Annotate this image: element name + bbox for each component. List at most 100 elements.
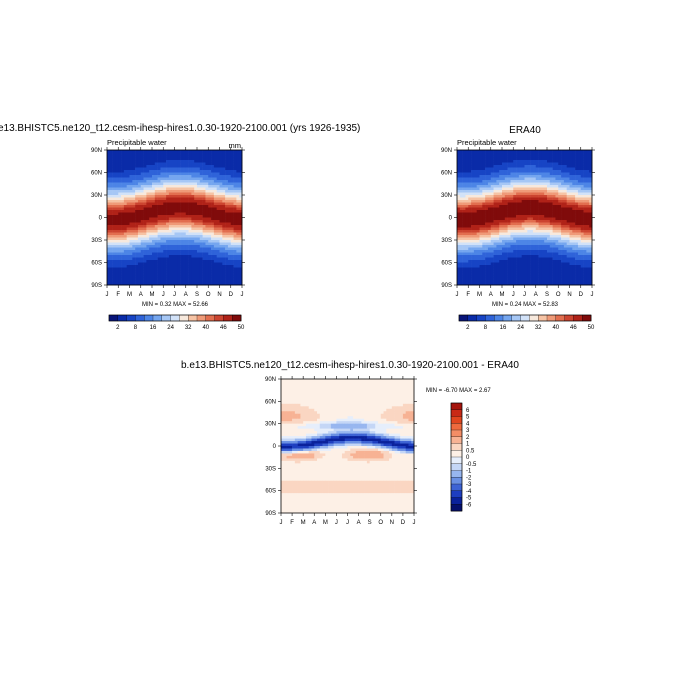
field-cell (166, 177, 170, 181)
field-cell (230, 240, 234, 243)
field-cell (541, 262, 545, 266)
field-cell (496, 217, 500, 221)
field-cell (538, 250, 542, 253)
field-cell (137, 255, 142, 258)
field-cell (532, 242, 537, 246)
field-cell (194, 177, 198, 181)
field-cell (575, 182, 579, 186)
field-cell (569, 160, 573, 163)
field-cell (569, 177, 573, 181)
field-cell (468, 212, 472, 216)
field-cell (527, 215, 531, 218)
field-cell (459, 260, 463, 263)
field-cell (143, 157, 147, 161)
field-cell (123, 267, 127, 271)
field-cell (160, 267, 164, 271)
field-cell (213, 235, 217, 238)
field-cell (135, 227, 139, 231)
field-cell (518, 215, 522, 218)
field-cell (182, 175, 187, 178)
field-cell (230, 212, 234, 216)
field-cell (219, 237, 223, 241)
field-cell (126, 222, 130, 226)
field-cell (535, 152, 539, 156)
field-cell (129, 282, 133, 286)
field-cell (135, 280, 139, 283)
field-cell (496, 197, 500, 201)
field-cell (107, 235, 111, 238)
field-cell (504, 195, 508, 198)
field-cell (132, 235, 136, 238)
field-cell (185, 247, 189, 251)
field-cell (552, 217, 556, 221)
field-cell (115, 160, 119, 163)
field-cell (561, 180, 565, 183)
field-cell (521, 262, 525, 266)
field-cell (563, 240, 567, 243)
field-cell (561, 210, 565, 213)
field-cell (216, 220, 220, 223)
field-cell (572, 185, 576, 188)
field-cell (462, 187, 466, 191)
field-cell (109, 227, 113, 231)
field-cell (468, 185, 472, 188)
field-cell (493, 192, 497, 196)
field-cell (507, 207, 511, 211)
field-cell (230, 157, 234, 161)
field-cell (510, 232, 514, 236)
field-cell (157, 222, 161, 226)
field-cell (135, 212, 139, 216)
field-cell (504, 207, 508, 211)
field-cell (487, 175, 492, 178)
field-cell (171, 275, 175, 278)
field-cell (473, 152, 477, 156)
field-cell (555, 265, 559, 268)
field-cell (507, 240, 511, 243)
field-cell (118, 242, 122, 246)
field-cell (219, 235, 223, 238)
field-cell (132, 242, 136, 246)
field-cell (174, 212, 178, 216)
field-cell (163, 230, 167, 233)
field-cell (219, 172, 223, 176)
field-cell (510, 152, 514, 156)
field-cell (154, 220, 158, 223)
field-cell (468, 192, 472, 196)
field-cell (524, 182, 528, 186)
field-cell (140, 250, 144, 253)
field-cell (185, 215, 189, 218)
field-cell (123, 245, 127, 248)
field-cell (180, 160, 184, 163)
field-cell (527, 157, 531, 161)
field-cell (140, 237, 144, 241)
field-cell (516, 260, 520, 263)
field-cell (216, 275, 220, 278)
field-cell (146, 245, 150, 248)
field-cell (180, 212, 184, 216)
field-cell (516, 252, 520, 256)
field-cell (188, 232, 192, 236)
field-cell (123, 270, 127, 273)
field-cell (174, 247, 178, 251)
field-cell (211, 167, 215, 171)
field-cell (530, 162, 534, 166)
field-cell (185, 225, 189, 228)
field-cell (188, 215, 192, 218)
field-cell (569, 170, 573, 173)
field-cell (118, 217, 122, 221)
field-cell (457, 222, 461, 226)
field-cell (504, 247, 508, 251)
field-cell (510, 165, 514, 168)
field-cell (160, 170, 164, 173)
field-cell (459, 157, 463, 161)
field-cell (575, 262, 579, 266)
field-cell (180, 165, 184, 168)
field-cell (157, 195, 161, 198)
field-cell (527, 255, 531, 258)
field-cell (219, 180, 223, 183)
field-cell (507, 187, 511, 191)
y-tick-label: 90N (91, 148, 102, 154)
field-cell (496, 247, 500, 251)
field-cell (549, 207, 553, 211)
